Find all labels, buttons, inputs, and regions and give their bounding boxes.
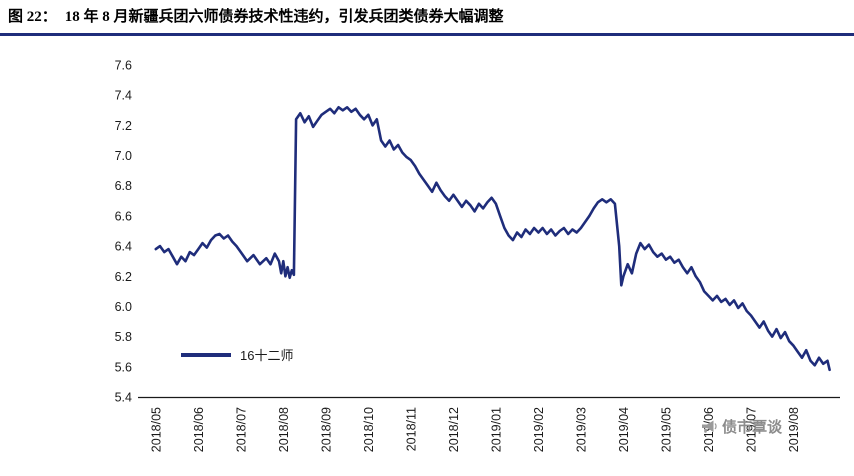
x-tick-label: 2019/04 bbox=[617, 407, 631, 452]
x-tick-label: 2018/07 bbox=[234, 407, 248, 452]
y-tick-label: 7.6 bbox=[115, 59, 132, 73]
figure-number: 图 22： bbox=[8, 9, 57, 25]
x-tick-label: 2018/08 bbox=[277, 407, 291, 452]
legend-line-swatch bbox=[181, 352, 231, 357]
y-tick-label: 6.6 bbox=[115, 209, 132, 223]
series-line bbox=[154, 106, 831, 372]
y-tick-label: 6.2 bbox=[115, 270, 132, 284]
x-tick-label: 2018/12 bbox=[447, 407, 461, 452]
y-tick-label: 7.4 bbox=[115, 89, 132, 103]
x-tick-label: 2019/03 bbox=[574, 407, 588, 452]
chart-legend: 16十二师 bbox=[181, 345, 293, 364]
y-tick-label: 7.2 bbox=[115, 119, 132, 133]
chart-canvas: 5.4 5.6 5.8 6.0 6.2 6.4 6.6 6.8 7.0 7.2 7.4 7.6 2018… bbox=[115, 59, 840, 452]
figure-header: 图 22： 18 年 8 月新疆兵团六师债券技术性违约，引发兵团类债券大幅调整 bbox=[8, 5, 846, 26]
legend-series-label: 16十二师 bbox=[240, 348, 294, 363]
title-divider bbox=[0, 33, 854, 36]
y-tick-label: 6.0 bbox=[115, 300, 132, 314]
watermark: 债市覃谈 bbox=[701, 416, 782, 437]
x-tick-label: 2019/02 bbox=[532, 407, 546, 452]
x-tick-label: 2019/07 bbox=[744, 407, 758, 452]
x-tick-label: 2018/10 bbox=[362, 407, 376, 452]
x-tick-label: 2018/09 bbox=[319, 407, 333, 452]
x-tick-label: 2019/06 bbox=[702, 407, 716, 452]
y-tick-label: 5.4 bbox=[115, 391, 132, 405]
y-tick-label: 7.0 bbox=[115, 149, 132, 163]
y-tick-label: 5.6 bbox=[115, 360, 132, 374]
x-tick-label: 2018/06 bbox=[192, 407, 206, 452]
figure-title: 18 年 8 月新疆兵团六师债券技术性违约，引发兵团类债券大幅调整 bbox=[64, 9, 504, 25]
x-tick-label: 2018/05 bbox=[149, 407, 163, 452]
y-tick-label: 5.8 bbox=[115, 330, 132, 344]
y-tick-label: 6.8 bbox=[115, 179, 132, 193]
watermark-text: 债市覃谈 bbox=[722, 419, 783, 436]
x-tick-label: 2019/05 bbox=[659, 407, 673, 452]
x-tick-label: 2018/11 bbox=[404, 407, 418, 451]
y-tick-label: 6.4 bbox=[115, 240, 132, 254]
line-chart: 5.4 5.6 5.8 6.0 6.2 6.4 6.6 6.8 7.0 7.2 7.4 7.6 2018… bbox=[0, 36, 854, 476]
megaphone-icon bbox=[702, 420, 717, 433]
x-tick-label: 2019/08 bbox=[787, 407, 801, 452]
x-tick-label: 2019/01 bbox=[489, 407, 503, 452]
